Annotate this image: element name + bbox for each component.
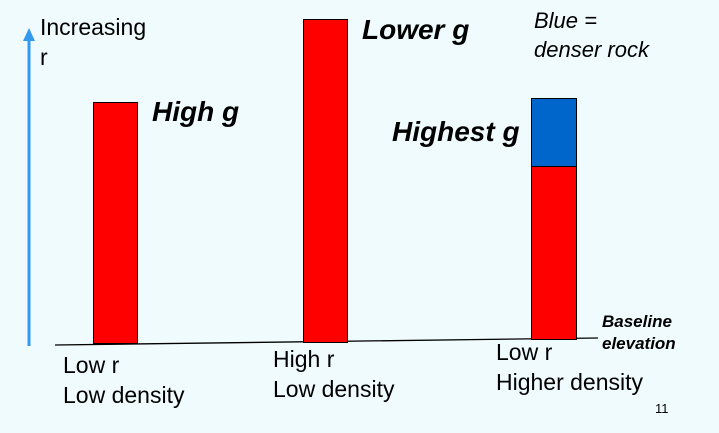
baseline-label: Baseline elevation (602, 312, 676, 353)
column-3-dense-rock-segment (531, 98, 577, 167)
column-3-category: Low r Higher density (496, 339, 644, 395)
column-1-bar (93, 102, 138, 344)
axis-label: Increasing r (40, 14, 147, 70)
column-3-g-label: Highest g (392, 116, 520, 147)
column-3-bar (531, 166, 577, 340)
column-1-category: Low r Low density (63, 352, 185, 408)
dense-rock-note: Blue = denser rock (534, 8, 649, 62)
page-number: 11 (655, 401, 669, 416)
column-2-bar (303, 19, 348, 343)
increasing-r-arrow-icon (23, 28, 35, 346)
column-1-g-label: High g (152, 96, 240, 127)
column-2-g-label: Lower g (362, 14, 470, 45)
column-2-category: High r Low density (273, 346, 395, 402)
